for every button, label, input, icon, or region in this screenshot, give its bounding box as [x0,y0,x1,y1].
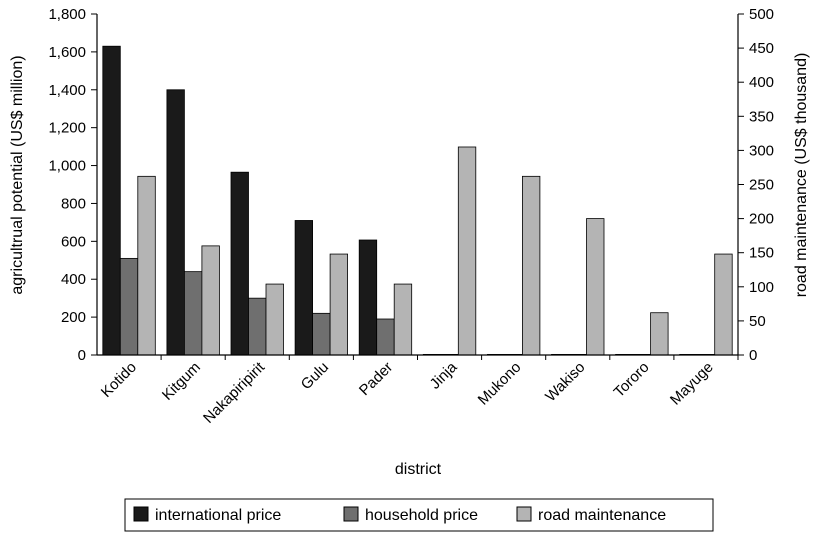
x-axis-title: district [395,461,442,478]
y-tick-label: 600 [61,233,86,250]
bar-international-price-kotido [102,45,121,356]
bar-household-price-kotido [119,257,139,356]
bar-road-maintenance-nakapiripirit [265,283,284,356]
bar-road-maintenance-tororo [650,312,669,356]
y-tick-label: 200 [61,309,86,326]
bar-road-maintenance-wakiso [586,218,605,356]
y-tick-label: 1,200 [48,120,86,137]
y2-tick-label: 250 [749,177,774,194]
x-tick-label-gulu: Gulu [298,359,332,393]
bar-road-maintenance-mukono [522,175,541,356]
bar-international-price-kitgum [166,89,185,356]
y2-tick-label: 500 [749,6,774,23]
y-tick-label: 1,400 [48,82,86,99]
x-tick-label-tororo: Tororo [611,359,653,401]
y2-tick-label: 0 [749,347,757,364]
x-tick-label-mukono: Mukono [475,359,525,409]
bar-household-price-pader [376,318,395,356]
bar-international-price-pader [358,239,378,356]
y-tick-label: 1,000 [48,158,86,175]
bar-road-maintenance-kitgum [201,245,220,356]
legend-swatch-household-price [343,506,359,522]
x-tick-label-wakiso: Wakiso [542,359,588,405]
bar-road-maintenance-pader [393,283,413,356]
legend-label-road-maintenance: road maintenance [538,507,666,524]
x-tick-label-pader: Pader [356,359,396,399]
y2-tick-label: 100 [749,279,774,296]
bar-road-maintenance-kotido [137,175,156,356]
bar-household-price-gulu [312,312,331,356]
bar-road-maintenance-mayuge [714,253,733,356]
legend-label-international-price: international price [155,507,281,524]
y-tick-label: 1,800 [48,6,86,23]
y-tick-label: 0 [78,347,86,364]
bars-layer [102,45,733,356]
bar-international-price-gulu [294,220,314,356]
x-tick-label-mayuge: Mayuge [667,359,717,409]
y-tick-label: 400 [61,271,86,288]
x-tick-label-jinja: Jinja [427,358,461,392]
y-tick-label: 1,600 [48,44,86,61]
legend-swatch-international-price [133,506,149,522]
x-tick-label-kitgum: Kitgum [159,359,204,404]
legend-label-household-price: household price [365,507,478,524]
bar-international-price-nakapiripirit [230,171,249,356]
y-axis-title: agricultrual potential (US$ million) [9,55,26,294]
ticks-layer: 0 200 400 600 800 1,000 1,200 1,400 1,600 1,800 0 5… [48,6,774,364]
bar-road-maintenance-jinja [457,146,477,356]
y2-tick-label: 450 [749,40,774,57]
x-tick-label-kotido: Kotido [98,359,140,401]
legend: international price household price road… [124,498,714,532]
legend-swatch-road-maintenance [516,506,532,522]
y2-axis-title: road maintenance (US$ thousand) [793,53,810,298]
legend-frame [124,498,714,532]
y2-tick-label: 50 [749,313,766,330]
bar-household-price-kitgum [183,271,203,356]
y2-tick-label: 150 [749,245,774,262]
bar-household-price-nakapiripirit [248,297,267,356]
x-tick-label-nakapiripirit: Nakapiripirit [200,358,269,427]
y-tick-label: 800 [61,195,86,212]
y2-tick-label: 300 [749,142,774,159]
y2-tick-label: 400 [749,74,774,91]
bar-road-maintenance-gulu [329,253,349,356]
y2-tick-label: 350 [749,108,774,125]
y2-tick-label: 200 [749,211,774,228]
